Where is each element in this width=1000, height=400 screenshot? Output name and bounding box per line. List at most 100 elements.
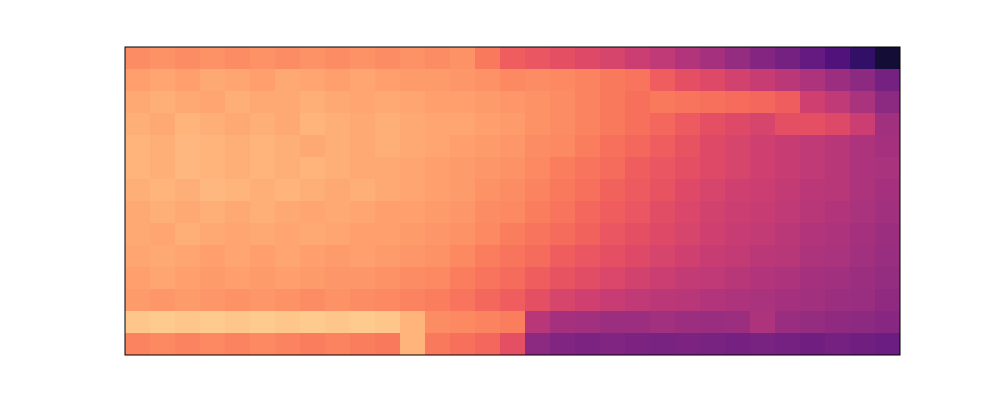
heatmap-cell [625,157,651,180]
heatmap-cell [475,267,501,290]
heatmap-cell [800,47,826,70]
heatmap-cell [675,157,701,180]
heatmap-cell [800,91,826,114]
heatmap-cell [150,69,176,92]
heatmap-cell [775,91,801,114]
heatmap-cell [700,267,726,290]
heatmap-cell [125,157,151,180]
heatmap-cell [375,47,401,70]
heatmap-cell [800,245,826,268]
heatmap-cell [550,333,576,355]
heatmap-cell [800,69,826,92]
heatmap-cell [200,267,226,290]
heatmap-cell [750,179,776,202]
heatmap-cell [150,223,176,246]
heatmap-cell [325,201,351,224]
heatmap-cell [800,267,826,290]
heatmap-cell [575,91,601,114]
heatmap-cell [275,135,301,158]
heatmap-cell [500,47,526,70]
heatmap-cell [550,69,576,92]
heatmap-cell [125,245,151,268]
heatmap-cell [275,223,301,246]
heatmap-cell [650,47,676,70]
heatmap-cell [675,311,701,334]
heatmap-cell [600,267,626,290]
heatmap-cell [400,201,426,224]
heatmap-cell [350,113,376,136]
heatmap-cell [200,289,226,312]
heatmap-cell [800,113,826,136]
heatmap-cell [575,289,601,312]
heatmap-cell [250,201,276,224]
heatmap-cell [525,69,551,92]
heatmap-cell [450,245,476,268]
heatmap-cell [400,135,426,158]
heatmap-cell [175,267,201,290]
heatmap-cell [750,289,776,312]
heatmap-cell [300,289,326,312]
heatmap-cell [375,179,401,202]
heatmap-cell [750,333,776,355]
heatmap-cell [250,245,276,268]
heatmap-cell [625,245,651,268]
heatmap-cell [225,333,251,355]
heatmap-cell [425,245,451,268]
heatmap-cell [850,179,876,202]
heatmap-cell [450,69,476,92]
heatmap-cell [300,179,326,202]
heatmap-cell [550,113,576,136]
heatmap-cell [700,135,726,158]
heatmap-cell [875,201,900,224]
heatmap-cell [400,267,426,290]
heatmap-cell [400,157,426,180]
heatmap-cell [250,69,276,92]
heatmap-cell [675,113,701,136]
heatmap-cell [675,333,701,355]
heatmap-cell [175,113,201,136]
heatmap-cell [250,289,276,312]
heatmap-cell [650,91,676,114]
heatmap-cell [725,201,751,224]
heatmap-cell [425,289,451,312]
heatmap-cell [400,69,426,92]
heatmap-cell [800,201,826,224]
heatmap-cell [250,179,276,202]
heatmap-cell [350,179,376,202]
heatmap-cell [150,47,176,70]
heatmap-cell [775,201,801,224]
heatmap-cell [300,311,326,334]
heatmap-cell [850,91,876,114]
heatmap-cell [150,333,176,355]
heatmap-cell [225,113,251,136]
heatmap-cell [375,201,401,224]
heatmap-cell [350,267,376,290]
heatmap-cell [500,179,526,202]
heatmap-cell [675,47,701,70]
plot-area [125,47,901,356]
heatmap-cell [600,69,626,92]
heatmap-cell [350,47,376,70]
heatmap-cell [800,223,826,246]
heatmap-cell [300,267,326,290]
heatmap-cell [225,245,251,268]
heatmap-cell [375,333,401,355]
heatmap-cell [625,179,651,202]
heatmap-cell [500,113,526,136]
heatmap-cell [300,333,326,355]
heatmap-cell [575,223,601,246]
heatmap-cell [125,201,151,224]
heatmap-cell [575,245,601,268]
heatmap-cell [725,91,751,114]
heatmap-cell [850,311,876,334]
heatmap-cell [725,69,751,92]
heatmap-cell [750,311,776,334]
heatmap-cell [125,267,151,290]
heatmap-cell [625,201,651,224]
heatmap-cell [875,179,900,202]
heatmap-cell [825,245,851,268]
heatmap-cell [325,333,351,355]
heatmap-cell [275,179,301,202]
heatmap-cell [675,245,701,268]
heatmap-cell [375,157,401,180]
